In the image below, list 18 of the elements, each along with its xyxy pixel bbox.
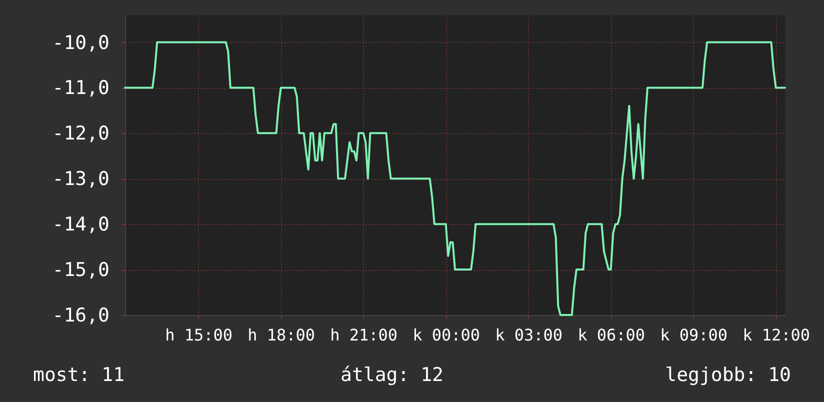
x-tick-label: k 09:00 [660,326,728,344]
y-tick-label: -12,0 [52,122,110,145]
text: átlag: 12 [340,364,444,386]
x-tick-label: k 06:00 [578,326,646,344]
x-tick-label: k 03:00 [495,326,563,344]
y-tick-label: -13,0 [52,168,110,190]
text: legjobb: 10 [665,364,791,386]
x-tick-label: k 00:00 [412,326,480,344]
x-tick-label: h 18:00 [248,326,316,344]
x-tick-label: h 15:00 [165,326,233,344]
x-tick-label: k 12:00 [742,326,810,344]
y-tick-label: -16,0 [52,304,110,326]
text: most: 11 [33,364,125,386]
x-tick-label: h 21:00 [330,326,398,344]
y-tick-label: -11,0 [52,77,110,100]
y-tick-label: -14,0 [52,214,110,236]
y-tick-label: -15,0 [52,259,110,282]
y-tick-label: -10,0 [52,32,110,54]
